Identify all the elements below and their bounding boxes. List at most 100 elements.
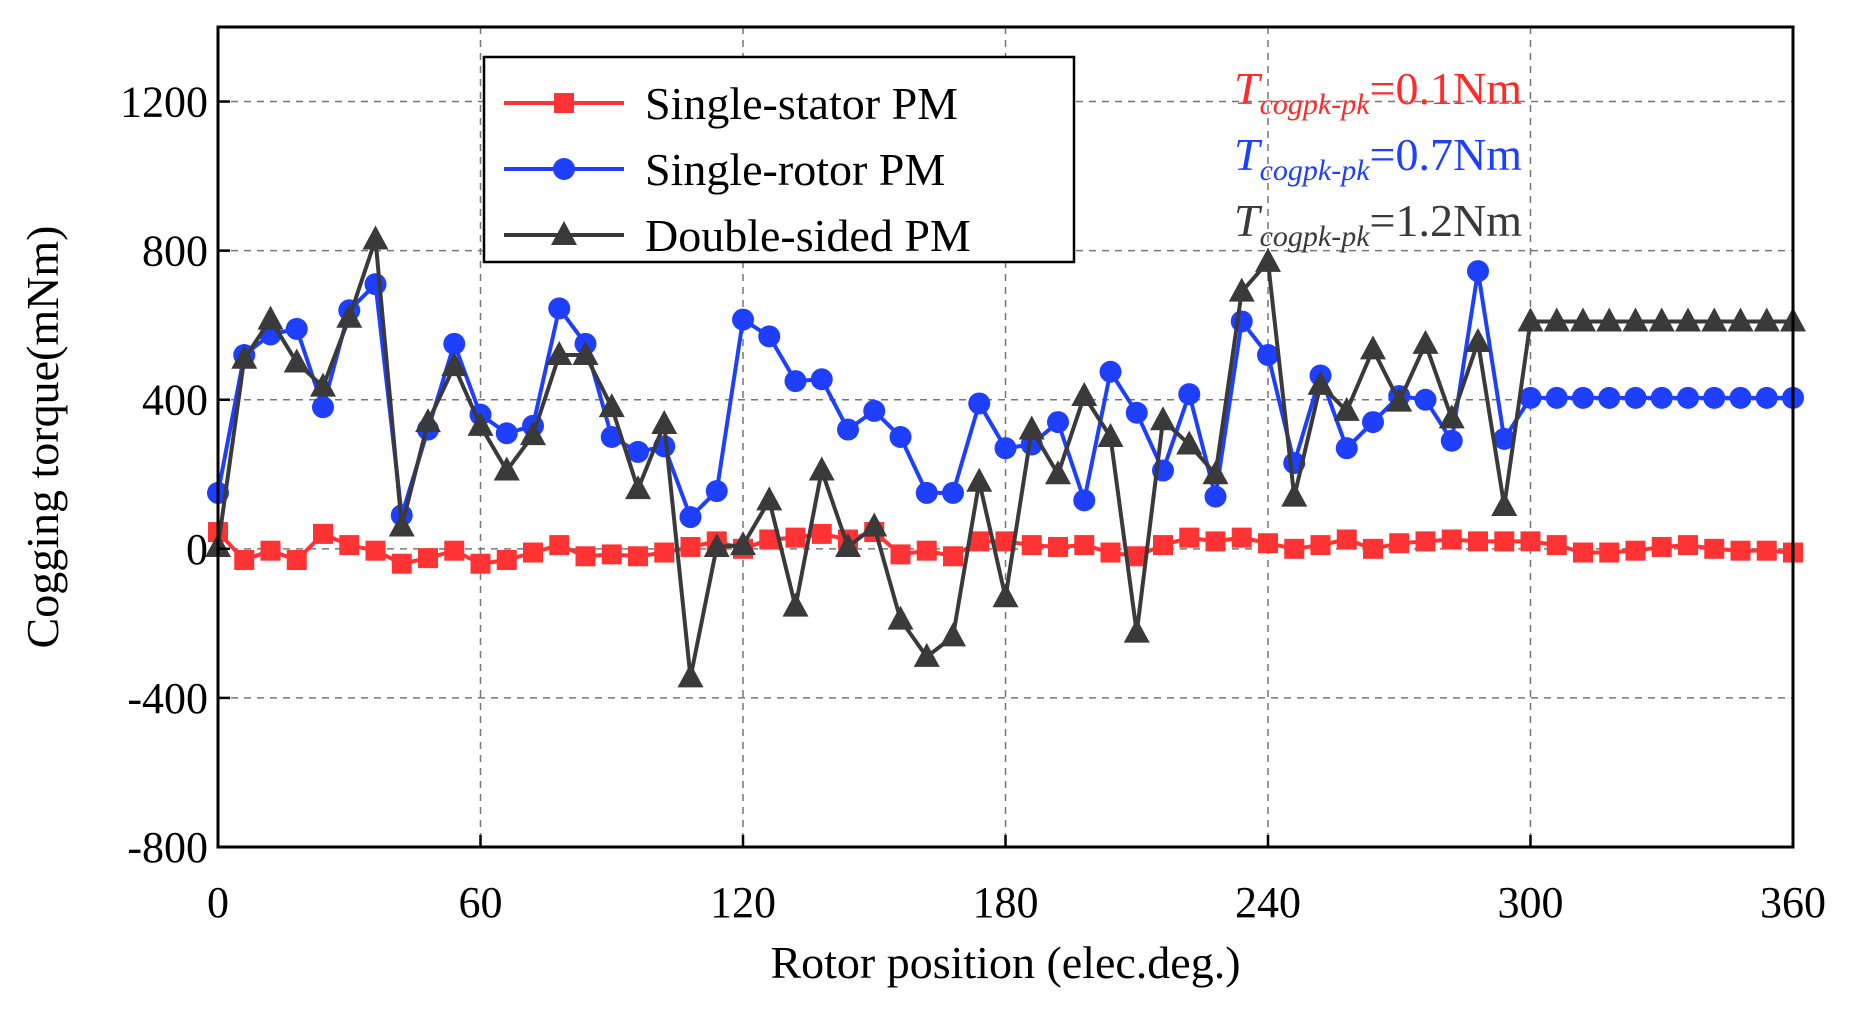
data-point [313, 523, 333, 544]
y-tick-label: 800 [142, 227, 208, 276]
data-point [443, 332, 466, 355]
data-point [940, 622, 966, 647]
data-point [1100, 542, 1121, 563]
legend: Single-stator PM Single-rotor PM Double-si… [482, 55, 1076, 264]
data-point [495, 422, 518, 445]
data-point [1729, 386, 1752, 409]
x-tick-label: 60 [459, 878, 503, 927]
data-point [549, 535, 570, 556]
legend-box [482, 55, 1076, 264]
data-point [651, 409, 678, 434]
data-point [785, 527, 806, 548]
data-point [1517, 307, 1544, 332]
data-point [1756, 540, 1777, 561]
data-point [915, 481, 938, 504]
x-tick-label: 120 [710, 878, 776, 927]
data-point [835, 532, 861, 557]
data-point [890, 544, 911, 565]
data-point [811, 523, 832, 544]
data-point [444, 540, 465, 561]
data-point [1651, 536, 1672, 557]
data-point [546, 341, 573, 365]
data-point [1363, 538, 1383, 559]
data-point [861, 512, 888, 537]
data-point [1230, 310, 1253, 333]
data-point [388, 512, 415, 537]
x-axis-label: Rotor position (elec.deg.) [770, 937, 1240, 988]
data-point [1071, 382, 1098, 406]
data-point [1570, 307, 1596, 332]
data-point [1333, 396, 1360, 421]
annotation-subscript: cogpk-pk [1260, 154, 1371, 187]
peak-to-peak-annotation: Tcogpk-pk=1.2Nm [1234, 195, 1522, 253]
data-point [364, 273, 387, 296]
data-point [1677, 386, 1699, 409]
data-point [312, 396, 334, 419]
data-point [1179, 527, 1200, 548]
data-point [942, 481, 964, 504]
data-point [470, 553, 491, 574]
data-point [1572, 386, 1594, 409]
data-point [1701, 307, 1728, 332]
data-point [1360, 335, 1386, 360]
data-point [1598, 386, 1621, 409]
data-point [257, 305, 284, 330]
data-point [1073, 489, 1096, 512]
x-tick-label: 360 [1760, 878, 1826, 927]
data-point [336, 303, 363, 328]
data-point [995, 531, 1016, 552]
annotation-symbol: T [1234, 195, 1263, 246]
data-point [1675, 307, 1701, 332]
data-point [627, 440, 649, 463]
data-point [1546, 535, 1567, 556]
data-point [1228, 277, 1255, 302]
axis-ticks: 0 60 120 180 240 300 360 -800 -400 0 400 800 1200 [120, 78, 1826, 927]
annotation-symbol: T [1234, 129, 1263, 180]
data-point [575, 546, 596, 567]
annotation-symbol: T [1234, 63, 1263, 114]
data-point [523, 542, 543, 563]
data-point [286, 550, 307, 570]
x-tick-label: 300 [1498, 878, 1564, 927]
data-point [1231, 527, 1252, 548]
data-point [467, 411, 494, 436]
annotation-subscript: cogpk-pk [1260, 220, 1371, 253]
data-point [365, 540, 386, 561]
legend-label: Single-stator PM [645, 78, 958, 129]
legend-entry: Double-sided PM [504, 210, 971, 261]
data-point [1125, 401, 1148, 424]
data-point [1596, 307, 1623, 332]
data-point [1624, 386, 1647, 409]
annotation-value: =0.1Nm [1370, 63, 1523, 114]
data-point [1204, 485, 1227, 508]
legend-entry: Single-stator PM [504, 78, 958, 129]
annotations: Tcogpk-pk =0.1Nm Tcogpk-pk=0.7Nm Tcogpk-pk=… [1234, 63, 1522, 253]
data-point [418, 548, 438, 569]
data-point [992, 583, 1019, 608]
data-point [1284, 538, 1305, 559]
data-point [625, 475, 651, 500]
data-point [1258, 533, 1278, 554]
data-point [1650, 386, 1673, 409]
data-point [1255, 247, 1281, 272]
data-point [1202, 460, 1229, 485]
data-point [680, 536, 701, 557]
data-point [969, 531, 990, 552]
data-point [756, 486, 783, 511]
data-point [1704, 538, 1725, 559]
data-point [260, 540, 281, 561]
data-point [310, 372, 336, 397]
data-point [837, 418, 859, 441]
data-point [677, 663, 704, 688]
data-point [1703, 386, 1726, 409]
data-point [362, 225, 389, 250]
data-point [1048, 536, 1068, 557]
peak-to-peak-annotation: Tcogpk-pk=0.7Nm [1234, 129, 1522, 187]
data-point [1153, 535, 1173, 556]
data-point [810, 368, 833, 391]
data-point [1389, 533, 1410, 554]
y-tick-label: 1200 [120, 78, 208, 127]
y-tick-label: 0 [186, 525, 208, 574]
data-point [598, 393, 625, 418]
y-tick-label: 400 [142, 376, 208, 425]
